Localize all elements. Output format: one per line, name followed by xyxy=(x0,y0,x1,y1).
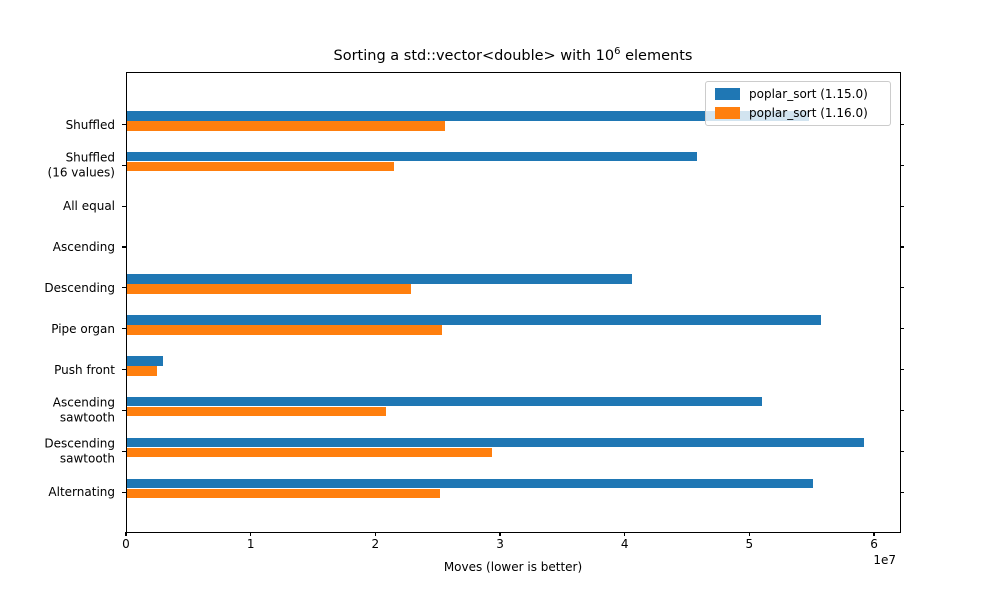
legend-item-label: poplar_sort (1.15.0) xyxy=(749,87,868,101)
y-tick-mark xyxy=(900,123,904,126)
plot-area xyxy=(126,72,901,533)
y-tick-mark xyxy=(900,369,904,371)
bar-poplar-sort-1-15-0-push-front xyxy=(127,356,164,366)
x-tick-label-4: 4 xyxy=(620,537,629,551)
y-tick-label-alternating: Alternating xyxy=(48,484,115,499)
bar-poplar-sort-1-16-0-descending-sawtooth xyxy=(127,447,493,458)
legend-item: poplar_sort (1.16.0) xyxy=(715,106,881,120)
x-tick-mark xyxy=(125,532,127,536)
bar-poplar-sort-1-16-0-ascending-sawtooth xyxy=(127,406,387,417)
y-tick-mark xyxy=(122,409,126,412)
y-tick-mark xyxy=(900,287,904,289)
y-tick-label-pipe-organ: Pipe organ xyxy=(51,321,115,336)
y-tick-mark xyxy=(122,123,126,126)
legend: poplar_sort (1.15.0) poplar_sort (1.16.0… xyxy=(705,81,891,126)
x-tick-label-5: 5 xyxy=(745,537,754,551)
y-tick-label-shuffled-16-values: Shuffled (16 values) xyxy=(47,150,115,180)
x-tick-mark xyxy=(250,532,252,536)
bar-poplar-sort-1-15-0-descending-sawtooth xyxy=(127,437,864,448)
legend-item-label: poplar_sort (1.16.0) xyxy=(749,106,868,120)
y-tick-mark xyxy=(122,205,126,207)
y-tick-mark xyxy=(900,409,904,412)
y-tick-label-shuffled: Shuffled xyxy=(65,117,115,132)
bar-poplar-sort-1-16-0-pipe-organ xyxy=(127,325,443,335)
y-tick-mark xyxy=(900,328,904,330)
bar-poplar-sort-1-16-0-shuffled-16-values xyxy=(127,161,394,172)
y-tick-mark xyxy=(122,328,126,330)
y-tick-label-ascending-sawtooth: Ascending sawtooth xyxy=(52,395,115,425)
bar-poplar-sort-1-15-0-shuffled-16-values xyxy=(127,151,697,162)
orange-color-swatch-icon xyxy=(715,107,740,119)
y-tick-label-ascending: Ascending xyxy=(52,239,115,254)
y-tick-label-all-equal: All equal xyxy=(63,198,115,213)
chart-title-superscript: 6 xyxy=(614,46,621,57)
chart-title-suffix: elements xyxy=(620,47,693,64)
bar-poplar-sort-1-16-0-alternating xyxy=(127,488,440,499)
x-tick-label-0: 0 xyxy=(122,537,130,551)
bar-poplar-sort-1-16-0-descending xyxy=(127,284,412,294)
chart-title-prefix: Sorting a std::vector<double> with 10 xyxy=(333,47,615,64)
y-tick-label-descending-sawtooth: Descending sawtooth xyxy=(44,436,115,466)
y-tick-label-push-front: Push front xyxy=(54,362,115,377)
chart-title: Sorting a std::vector<double> with 106 e… xyxy=(126,43,900,65)
y-tick-mark xyxy=(900,164,904,166)
bar-poplar-sort-1-15-0-descending xyxy=(127,274,632,284)
y-tick-mark xyxy=(900,246,904,248)
y-tick-mark xyxy=(122,164,126,166)
x-tick-mark xyxy=(499,532,501,536)
x-tick-label-3: 3 xyxy=(496,537,504,551)
legend-item: poplar_sort (1.15.0) xyxy=(715,87,881,101)
y-tick-mark xyxy=(122,246,126,248)
x-tick-mark xyxy=(624,532,626,536)
y-tick-mark xyxy=(122,287,126,289)
bar-poplar-sort-1-16-0-push-front xyxy=(127,366,157,376)
x-axis-label: Moves (lower is better) xyxy=(443,560,583,574)
x-tick-mark xyxy=(873,532,875,536)
y-tick-mark xyxy=(900,205,904,207)
bar-poplar-sort-1-15-0-pipe-organ xyxy=(127,315,822,325)
x-tick-label-1: 1 xyxy=(246,537,255,551)
y-tick-mark xyxy=(900,491,904,493)
x-axis-offset-label: 1e7 xyxy=(873,553,896,567)
y-tick-mark xyxy=(122,369,126,371)
bar-poplar-sort-1-15-0-shuffled xyxy=(127,111,809,121)
bar-poplar-sort-1-15-0-ascending-sawtooth xyxy=(127,396,762,407)
x-tick-label-6: 6 xyxy=(870,537,878,551)
y-tick-label-descending: Descending xyxy=(44,280,115,295)
y-tick-mark xyxy=(122,450,126,452)
x-tick-label-2: 2 xyxy=(371,537,380,551)
bar-poplar-sort-1-16-0-shuffled xyxy=(127,121,445,131)
x-tick-mark xyxy=(748,532,750,536)
x-tick-mark xyxy=(374,532,376,536)
bar-poplar-sort-1-15-0-alternating xyxy=(127,478,813,489)
blue-color-swatch-icon xyxy=(715,88,740,100)
y-tick-mark xyxy=(122,491,126,493)
y-tick-mark xyxy=(900,450,904,452)
